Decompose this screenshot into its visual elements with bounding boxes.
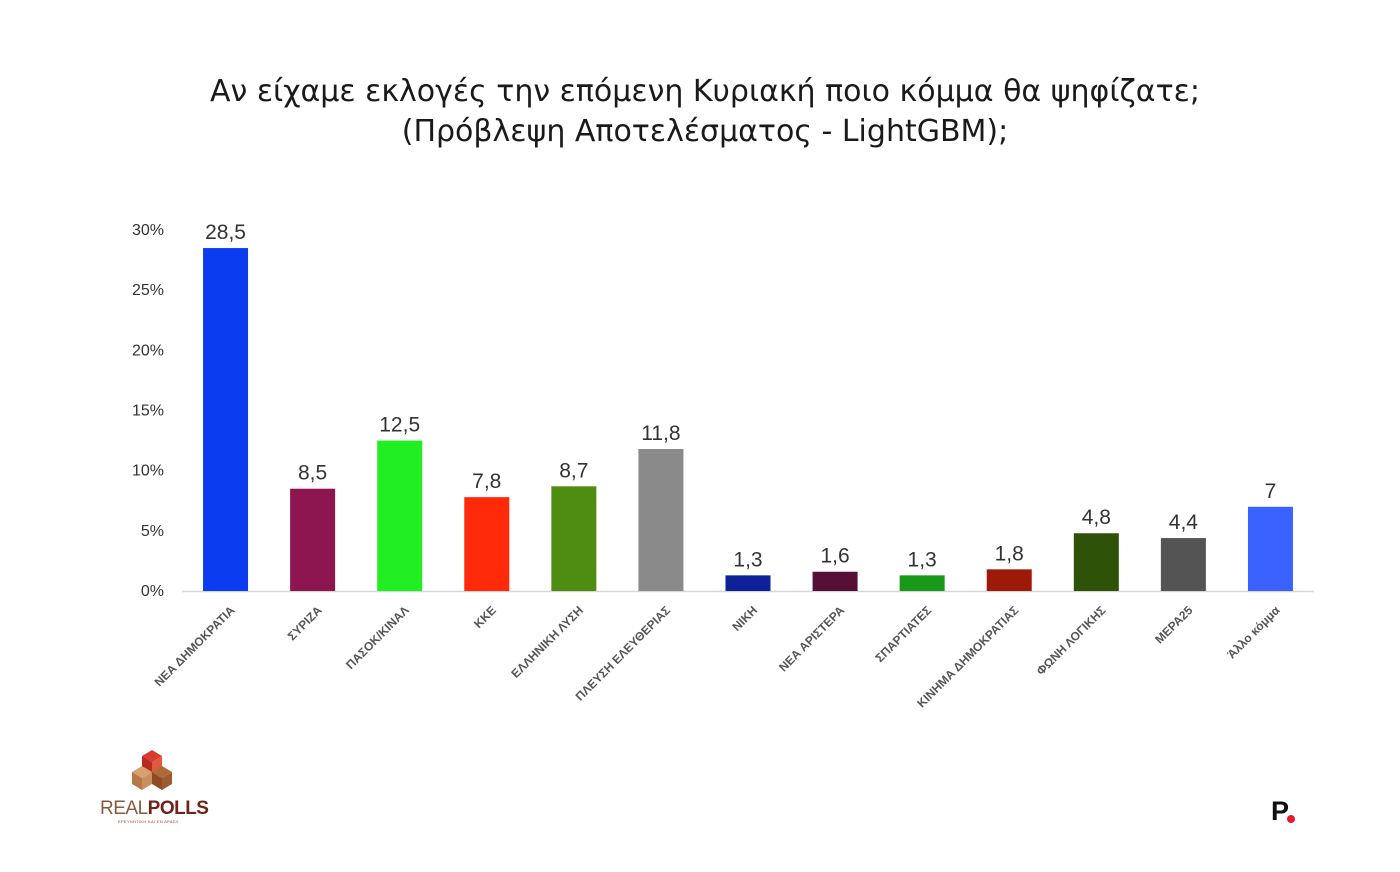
bar	[551, 486, 597, 591]
chart-title-line-2: (Πρόβλεψη Αποτελέσματος - LightGBM);	[401, 114, 1009, 149]
x-tick-label: ΠΑΣΟΚ/ΚΙΝΑΛ	[343, 603, 412, 672]
publisher-logo: P	[1271, 796, 1295, 827]
y-tick-label: 0%	[141, 583, 164, 600]
bar	[1073, 533, 1119, 591]
y-tick-label: 15%	[132, 403, 164, 420]
bar-value-label: 7	[1265, 480, 1277, 503]
x-tick-label: ΚΚΕ	[471, 603, 499, 631]
x-tick-label: Άλλο κόμμα	[1224, 603, 1283, 662]
bar-value-label: 1,8	[995, 542, 1024, 565]
x-tick-label: ΣΥΡΙΖΑ	[285, 603, 325, 643]
realpolls-tagline: ΕΡΕΥΝΗΤΙΚΗ ΚΑΙ ΕΝ ΔΡΑΣΗ	[118, 819, 179, 824]
x-tick-label: ΦΩΝΗ ΛΟΓΙΚΗΣ	[1034, 603, 1109, 678]
publisher-logo-dot	[1287, 815, 1295, 823]
bar	[986, 569, 1032, 591]
bar-value-label: 1,3	[908, 548, 937, 571]
bar-value-label: 4,4	[1169, 511, 1199, 534]
bar-value-label: 12,5	[379, 414, 420, 437]
bar-value-label: 1,6	[820, 545, 849, 568]
y-tick-label: 10%	[132, 463, 164, 480]
bar-value-label: 7,8	[472, 470, 501, 493]
bar-value-label: 8,5	[298, 462, 327, 485]
x-tick-label: ΝΕΑ ΑΡΙΣΤΕΡΑ	[776, 603, 847, 674]
y-tick-label: 20%	[132, 342, 164, 359]
bar	[1160, 538, 1206, 591]
bar-value-label: 4,8	[1082, 506, 1111, 529]
realpolls-cube-icon	[132, 750, 172, 790]
bar	[638, 449, 684, 591]
y-tick-label: 25%	[132, 282, 164, 299]
bar	[377, 440, 423, 591]
x-tick-label: ΕΛΛΗΝΙΚΗ ΛΥΣΗ	[508, 603, 586, 681]
chart-title: Αν είχαμε εκλογές την επόμενη Κυριακή πο…	[0, 72, 1400, 152]
bar	[899, 575, 945, 591]
x-tick-label: ΠΛΕΥΣΗ ΕΛΕΥΘΕΡΙΑΣ	[573, 603, 673, 703]
bar	[464, 497, 510, 591]
x-tick-label: ΜΕΡΑ25	[1152, 603, 1195, 646]
bar	[812, 571, 858, 591]
bar-value-label: 8,7	[559, 459, 588, 482]
x-tick-label: ΚΙΝΗΜΑ ΔΗΜΟΚΡΑΤΙΑΣ	[914, 603, 1021, 710]
x-tick-label: ΝΙΚΗ	[729, 603, 760, 634]
bar	[725, 575, 771, 591]
y-tick-label: 30%	[132, 222, 164, 239]
x-tick-label: ΝΕΑ ΔΗΜΟΚΡΑΤΙΑ	[152, 603, 238, 689]
realpolls-wordmark: REALPOLLS	[100, 798, 209, 819]
bar-value-label: 1,3	[733, 548, 762, 571]
bar	[1247, 506, 1293, 591]
y-tick-label: 5%	[141, 523, 164, 540]
x-tick-label: ΣΠΑΡΤΙΑΤΕΣ	[872, 603, 934, 665]
bar-value-label: 28,5	[205, 221, 246, 244]
chart-title-line-1: Αν είχαμε εκλογές την επόμενη Κυριακή πο…	[210, 74, 1200, 109]
bar	[203, 248, 249, 592]
realpolls-logo: REALPOLLS ΕΡΕΥΝΗΤΙΚΗ ΚΑΙ ΕΝ ΔΡΑΣΗ	[96, 746, 216, 826]
bar-value-label: 11,8	[641, 422, 680, 445]
bar	[290, 488, 336, 591]
